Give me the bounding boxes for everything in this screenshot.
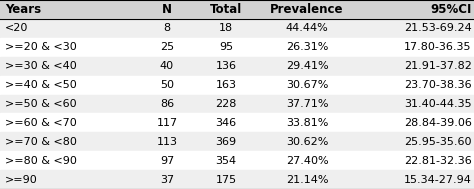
Text: 29.41%: 29.41% [286,61,328,71]
Bar [0,19,474,38]
Text: 25.95-35.60: 25.95-35.60 [404,137,472,147]
Text: 37.71%: 37.71% [286,99,328,109]
Text: >=80 & <90: >=80 & <90 [5,156,77,166]
Text: >=60 & <70: >=60 & <70 [5,118,76,128]
Text: 31.40-44.35: 31.40-44.35 [404,99,472,109]
Text: 17.80-36.35: 17.80-36.35 [404,42,472,52]
Text: 346: 346 [216,118,237,128]
Text: 30.62%: 30.62% [286,137,328,147]
Text: 18: 18 [219,23,233,33]
Text: 28.84-39.06: 28.84-39.06 [404,118,472,128]
Bar [0,170,474,189]
Text: Years: Years [5,3,41,16]
Text: 44.44%: 44.44% [286,23,328,33]
Text: >=50 & <60: >=50 & <60 [5,99,76,109]
Text: >=70 & <80: >=70 & <80 [5,137,77,147]
Text: 8: 8 [164,23,171,33]
Text: 354: 354 [216,156,237,166]
Text: 163: 163 [216,80,237,90]
Text: 23.70-38.36: 23.70-38.36 [404,80,472,90]
Text: 21.53-69.24: 21.53-69.24 [404,23,472,33]
Text: 50: 50 [160,80,174,90]
Text: 25: 25 [160,42,174,52]
Text: >=90: >=90 [5,175,37,184]
Text: 86: 86 [160,99,174,109]
Text: >=30 & <40: >=30 & <40 [5,61,76,71]
Bar [0,151,474,170]
Text: 21.91-37.82: 21.91-37.82 [404,61,472,71]
Text: 113: 113 [156,137,177,147]
Text: 95: 95 [219,42,233,52]
Text: 30.67%: 30.67% [286,80,328,90]
Text: 175: 175 [216,175,237,184]
Bar [0,76,474,94]
Text: 26.31%: 26.31% [286,42,328,52]
Text: 27.40%: 27.40% [286,156,328,166]
Text: 136: 136 [216,61,237,71]
Bar [0,113,474,132]
Text: 33.81%: 33.81% [286,118,328,128]
Text: <20: <20 [5,23,28,33]
Text: >=20 & <30: >=20 & <30 [5,42,76,52]
Text: 21.14%: 21.14% [286,175,328,184]
Bar [0,57,474,76]
Text: 369: 369 [216,137,237,147]
Text: 228: 228 [216,99,237,109]
Text: 97: 97 [160,156,174,166]
Bar [0,0,474,19]
Text: 117: 117 [156,118,178,128]
Text: N: N [162,3,172,16]
Text: 22.81-32.36: 22.81-32.36 [404,156,472,166]
Text: Prevalence: Prevalence [270,3,344,16]
Text: 15.34-27.94: 15.34-27.94 [404,175,472,184]
Text: >=40 & <50: >=40 & <50 [5,80,76,90]
Text: 95%CI: 95%CI [430,3,472,16]
Bar [0,132,474,151]
Bar [0,94,474,113]
Bar [0,38,474,57]
Text: 40: 40 [160,61,174,71]
Text: 37: 37 [160,175,174,184]
Text: Total: Total [210,3,242,16]
